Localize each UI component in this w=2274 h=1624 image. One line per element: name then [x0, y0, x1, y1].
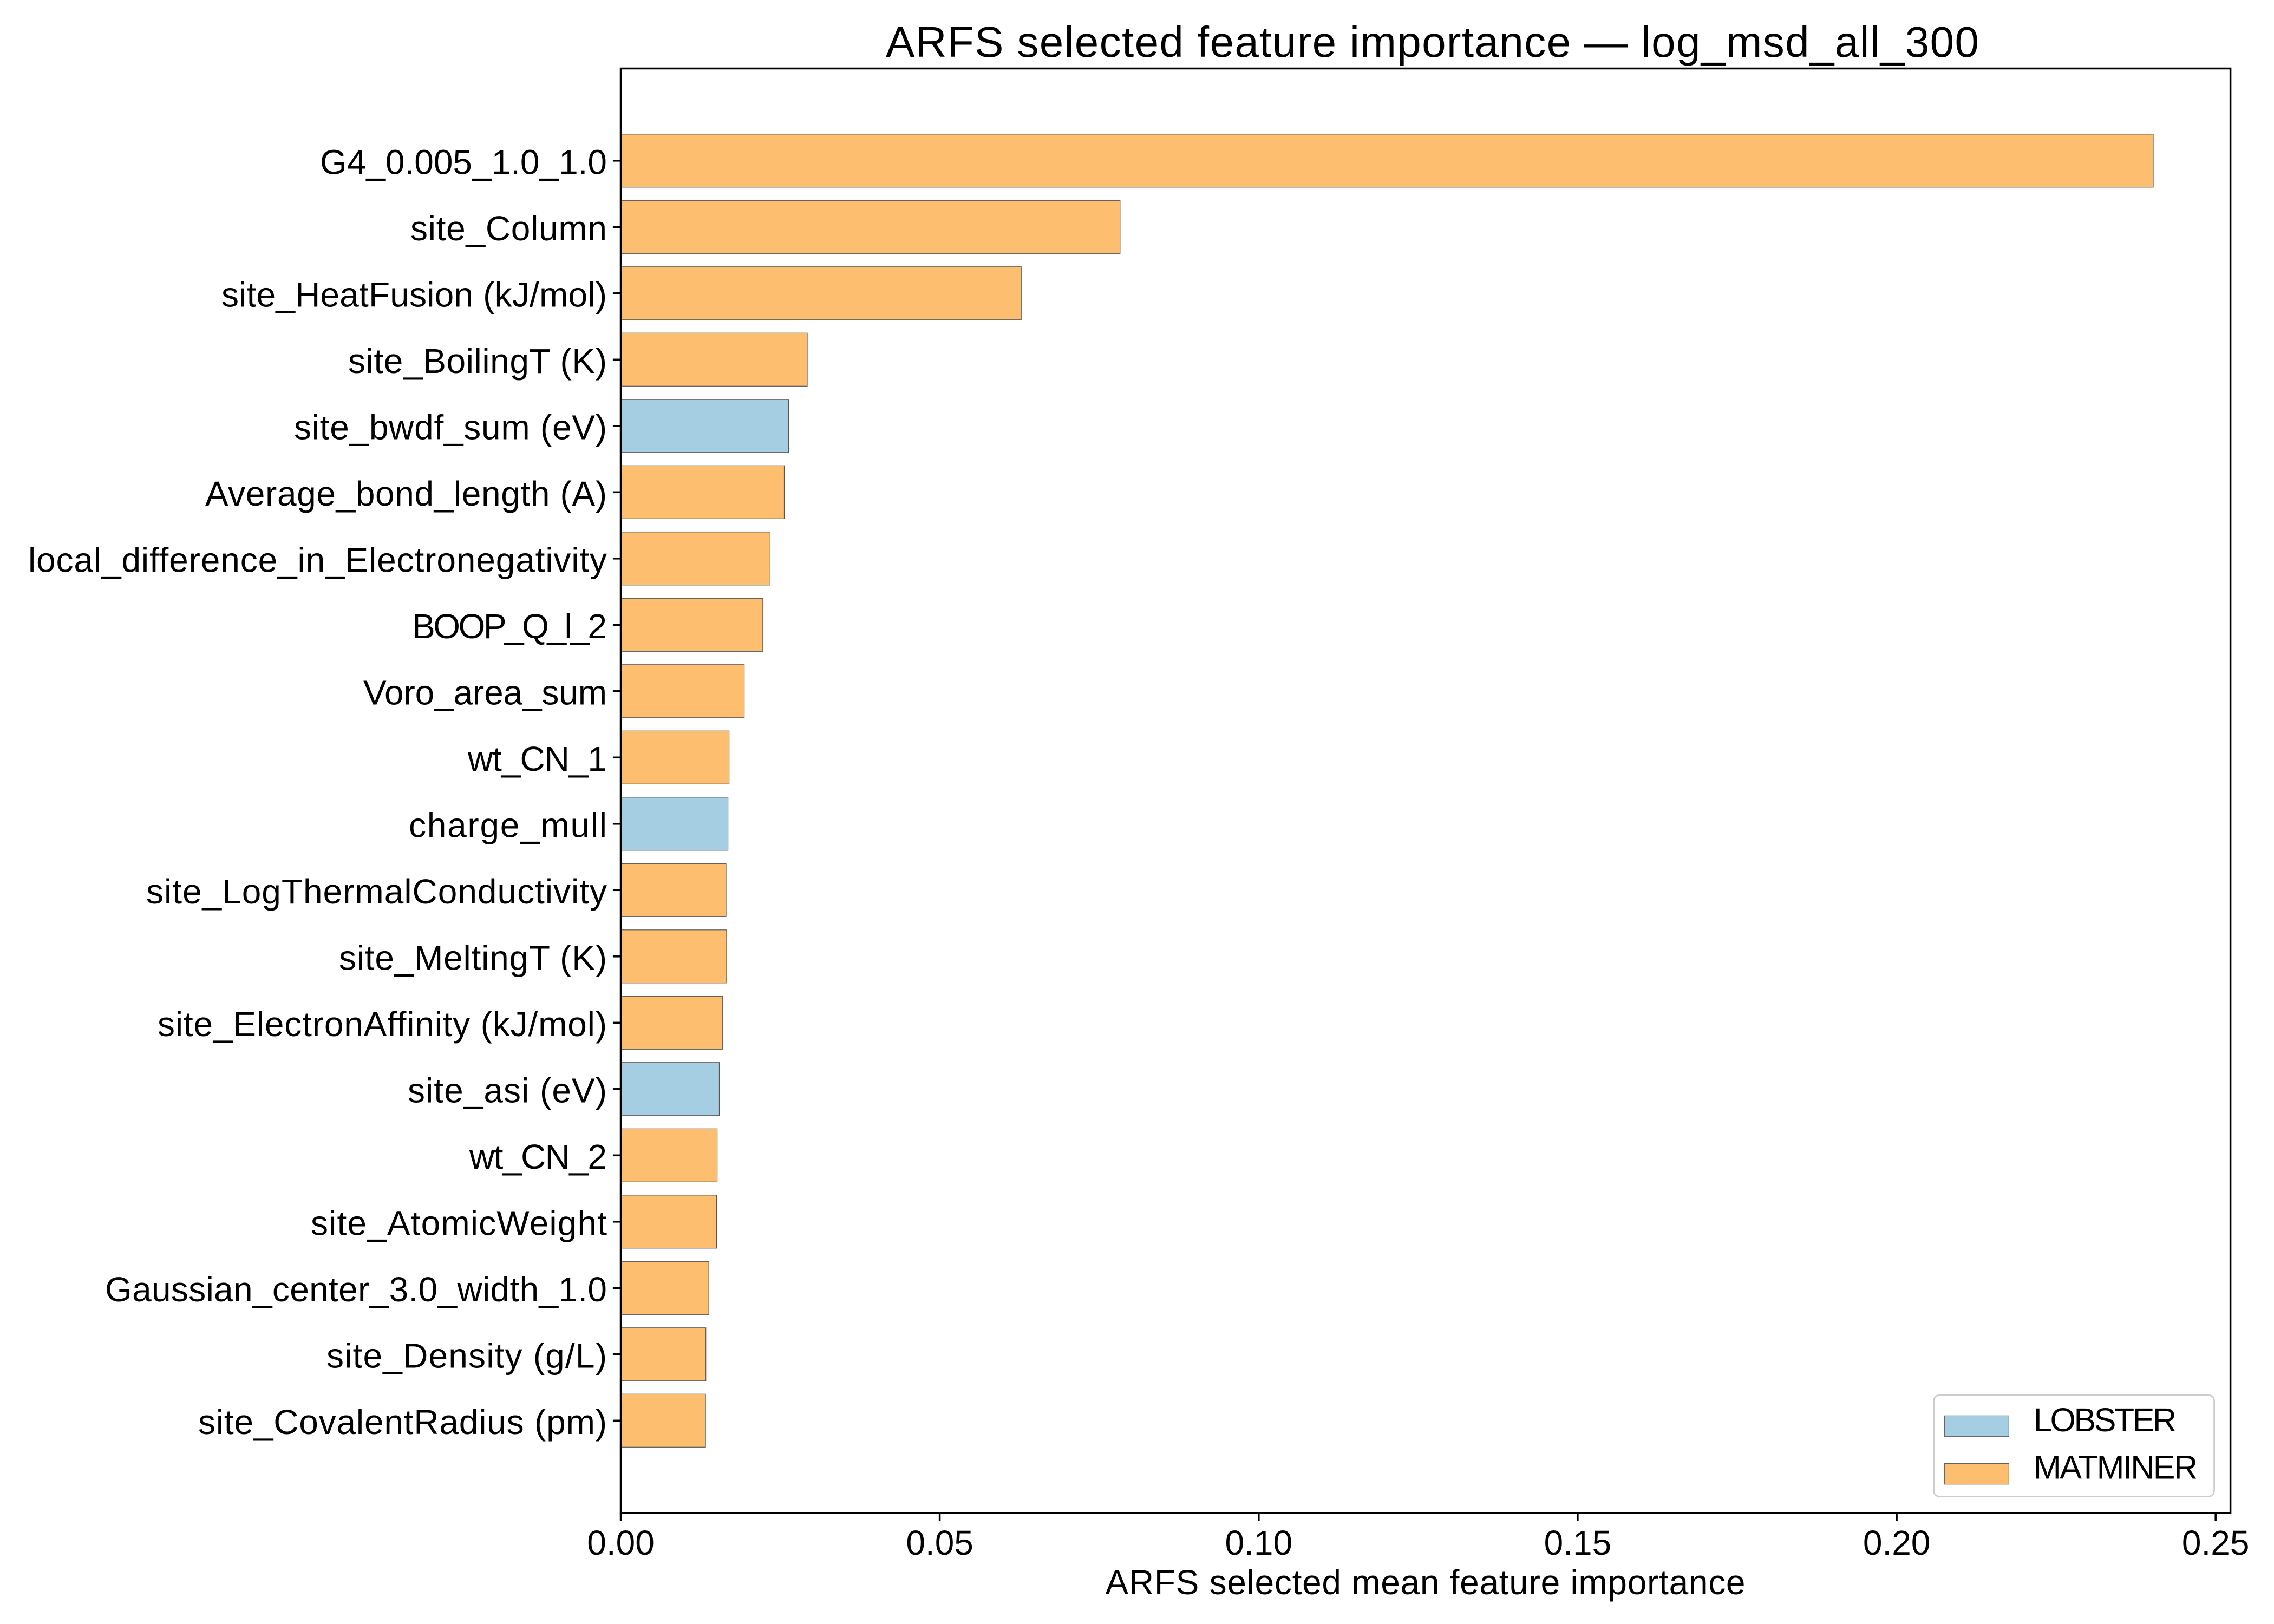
svg-text:site_Density (g/L): site_Density (g/L)	[326, 1336, 607, 1375]
svg-text:charge_mull: charge_mull	[409, 806, 607, 844]
svg-text:0.05: 0.05	[906, 1523, 973, 1562]
svg-text:Average_bond_length (A): Average_bond_length (A)	[205, 474, 607, 513]
svg-text:Voro_area_sum: Voro_area_sum	[363, 673, 607, 712]
svg-text:LOBSTER: LOBSTER	[2034, 1402, 2177, 1438]
svg-text:wt_CN_1: wt_CN_1	[467, 739, 607, 778]
svg-text:BOOP_Q_l_2: BOOP_Q_l_2	[412, 607, 607, 646]
svg-text:local_difference_in_Electroneg: local_difference_in_Electronegativity	[28, 540, 607, 579]
svg-text:G4_0.005_1.0_1.0: G4_0.005_1.0_1.0	[320, 142, 607, 181]
svg-text:site_HeatFusion (kJ/mol): site_HeatFusion (kJ/mol)	[221, 275, 607, 314]
svg-text:wt_CN_2: wt_CN_2	[469, 1137, 607, 1176]
svg-text:site_bwdf_sum (eV): site_bwdf_sum (eV)	[294, 408, 607, 447]
svg-text:site_ElectronAffinity (kJ/mol): site_ElectronAffinity (kJ/mol)	[158, 1005, 607, 1044]
svg-text:site_Column: site_Column	[410, 209, 607, 248]
svg-text:0.10: 0.10	[1225, 1523, 1293, 1562]
svg-text:0.25: 0.25	[2182, 1523, 2250, 1562]
svg-text:MATMINER: MATMINER	[2034, 1449, 2198, 1486]
svg-text:site_BoilingT (K): site_BoilingT (K)	[348, 342, 607, 381]
svg-text:site_asi (eV): site_asi (eV)	[408, 1071, 607, 1110]
svg-text:site_LogThermalConductivity: site_LogThermalConductivity	[146, 872, 607, 911]
svg-text:site_CovalentRadius (pm): site_CovalentRadius (pm)	[198, 1403, 607, 1442]
svg-text:site_MeltingT (K): site_MeltingT (K)	[339, 938, 607, 977]
svg-text:Gaussian_center_3.0_width_1.0: Gaussian_center_3.0_width_1.0	[105, 1270, 607, 1309]
svg-text:ARFS selected feature importan: ARFS selected feature importance — log_m…	[886, 18, 1979, 66]
svg-text:site_AtomicWeight: site_AtomicWeight	[311, 1203, 607, 1242]
svg-text:ARFS selected mean feature imp: ARFS selected mean feature importance	[1106, 1563, 1746, 1602]
svg-text:0.20: 0.20	[1863, 1523, 1931, 1562]
svg-text:0.15: 0.15	[1544, 1523, 1612, 1562]
svg-text:0.00: 0.00	[587, 1523, 655, 1562]
